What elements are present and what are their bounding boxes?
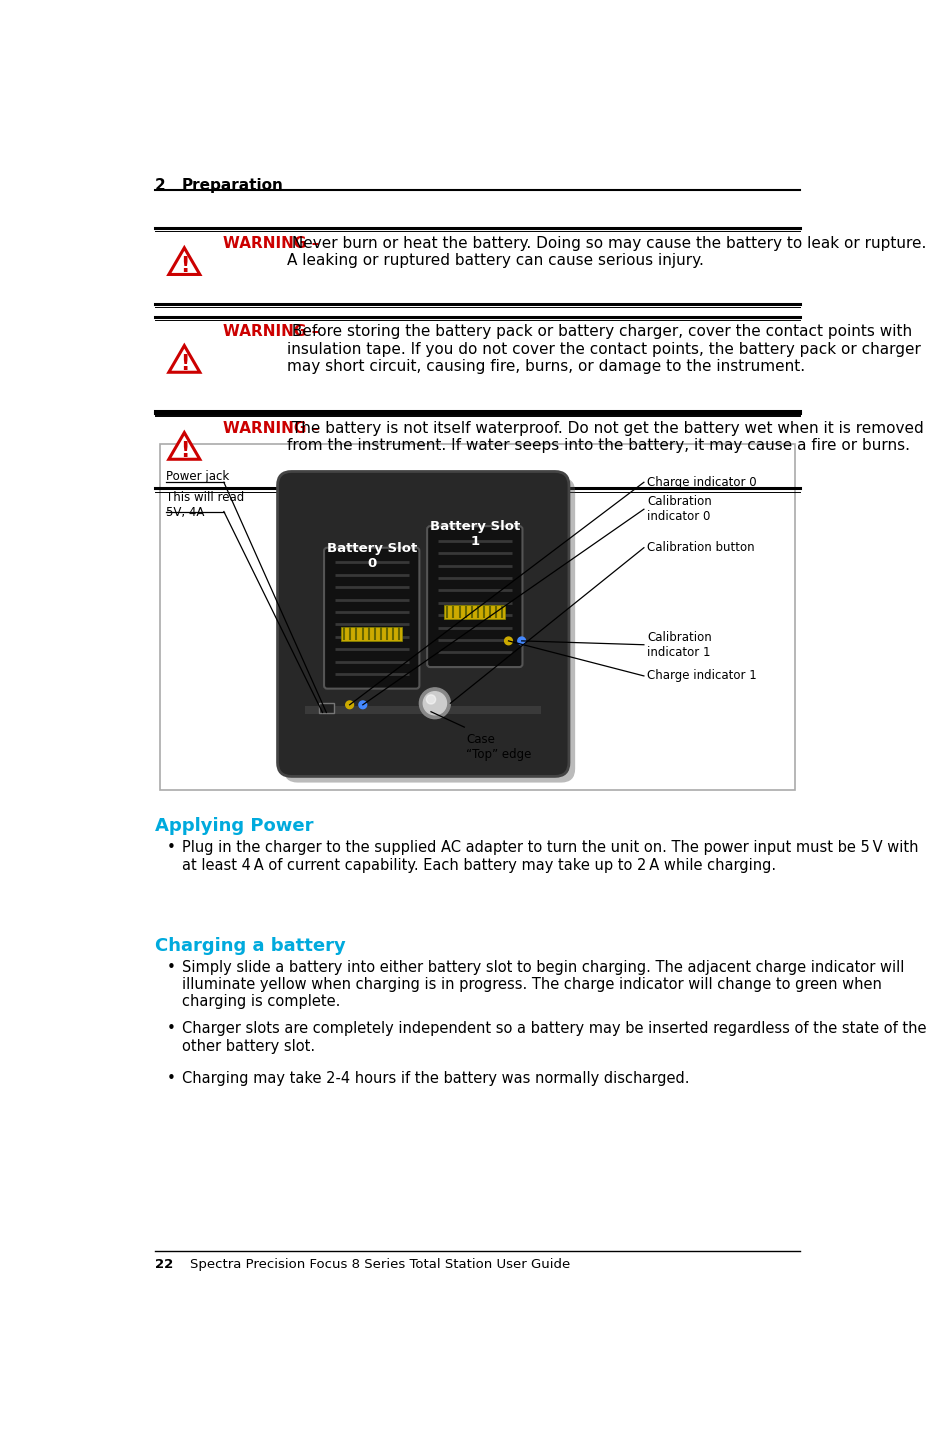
Text: Never burn or heat the battery. Doing so may cause the battery to leak or ruptur: Never burn or heat the battery. Doing so… <box>287 236 926 268</box>
Text: •: • <box>166 960 175 974</box>
Text: Charge indicator 1: Charge indicator 1 <box>646 669 756 682</box>
Text: !: ! <box>179 257 188 277</box>
Circle shape <box>358 701 367 709</box>
Text: The battery is not itself waterproof. Do not get the battery wet when it is remo: The battery is not itself waterproof. Do… <box>287 421 923 453</box>
Bar <box>341 626 402 641</box>
Text: Preparation: Preparation <box>182 178 284 193</box>
Text: •: • <box>166 1022 175 1036</box>
Bar <box>318 704 334 712</box>
Text: Charging may take 2-4 hours if the battery was normally discharged.: Charging may take 2-4 hours if the batte… <box>182 1072 689 1086</box>
FancyBboxPatch shape <box>324 547 419 689</box>
Circle shape <box>423 692 446 715</box>
FancyBboxPatch shape <box>283 477 574 782</box>
Text: Charging a battery: Charging a battery <box>155 937 345 954</box>
FancyBboxPatch shape <box>427 526 522 668</box>
Text: WARNING –: WARNING – <box>223 421 319 436</box>
Text: Battery Slot
1: Battery Slot 1 <box>430 520 520 547</box>
Text: !: ! <box>179 441 188 461</box>
Bar <box>444 605 505 619</box>
Circle shape <box>517 638 525 645</box>
Bar <box>305 706 540 714</box>
Text: Calibration
indicator 0: Calibration indicator 0 <box>646 496 711 523</box>
Bar <box>160 444 794 790</box>
Text: Plug in the charger to the supplied AC adapter to turn the unit on. The power in: Plug in the charger to the supplied AC a… <box>182 840 918 873</box>
Text: Charge indicator 0: Charge indicator 0 <box>646 476 755 489</box>
Text: WARNING –: WARNING – <box>223 324 319 340</box>
FancyBboxPatch shape <box>277 471 568 777</box>
Text: 2: 2 <box>155 178 165 193</box>
Text: 22: 22 <box>155 1258 173 1271</box>
Text: Battery Slot
0: Battery Slot 0 <box>327 542 417 569</box>
Text: WARNING –: WARNING – <box>223 236 319 251</box>
Text: Simply slide a battery into either battery slot to begin charging. The adjacent : Simply slide a battery into either batte… <box>182 960 903 1009</box>
Circle shape <box>419 688 450 719</box>
Text: •: • <box>166 1072 175 1086</box>
Circle shape <box>426 695 435 704</box>
Text: •: • <box>166 840 175 856</box>
Text: Before storing the battery pack or battery charger, cover the contact points wit: Before storing the battery pack or batte… <box>287 324 921 374</box>
Text: Applying Power: Applying Power <box>155 817 313 835</box>
Text: Power jack: Power jack <box>165 470 228 483</box>
Text: Spectra Precision Focus 8 Series Total Station User Guide: Spectra Precision Focus 8 Series Total S… <box>189 1258 570 1271</box>
Text: Case
“Top” edge: Case “Top” edge <box>465 734 531 761</box>
Circle shape <box>345 701 354 709</box>
Circle shape <box>504 638 512 645</box>
Text: This will read
5V, 4A: This will read 5V, 4A <box>165 492 244 519</box>
Text: Calibration
indicator 1: Calibration indicator 1 <box>646 631 711 659</box>
Polygon shape <box>169 248 200 275</box>
Polygon shape <box>169 433 200 459</box>
Text: Charger slots are completely independent so a battery may be inserted regardless: Charger slots are completely independent… <box>182 1022 925 1053</box>
Text: !: ! <box>179 354 188 374</box>
Polygon shape <box>169 345 200 373</box>
Text: Calibration button: Calibration button <box>646 542 754 555</box>
